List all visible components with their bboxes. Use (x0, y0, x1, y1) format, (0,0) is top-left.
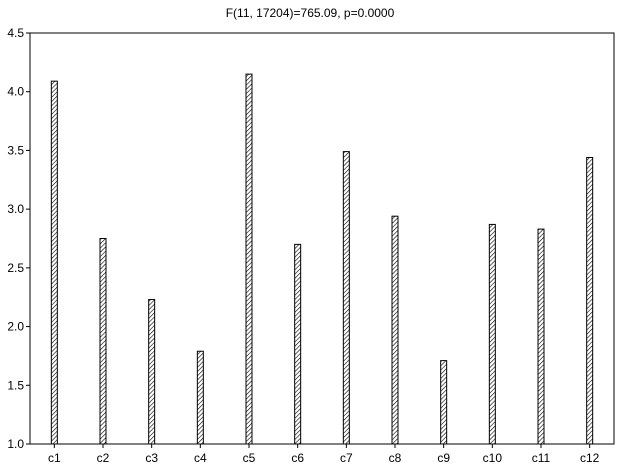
bar-c8 (391, 215, 399, 445)
y-tick-label: 1.0 (7, 437, 24, 451)
x-tick-label: c2 (97, 451, 110, 465)
x-tick-label: c8 (389, 451, 402, 465)
y-axis: 1.0 1.5 2.0 2.5 3.0 3.5 4.0 4.5 (7, 26, 30, 451)
x-tick-label: c5 (243, 451, 256, 465)
x-tick-label: c1 (48, 451, 61, 465)
bar-c2 (99, 238, 107, 445)
x-tick-label: c9 (437, 451, 450, 465)
y-tick-label: 3.5 (7, 143, 24, 157)
bar-c4 (196, 350, 204, 445)
bar-c1 (50, 80, 58, 445)
x-tick-label: c10 (483, 451, 503, 465)
y-tick-label: 3.0 (7, 202, 24, 216)
bar-c6 (294, 243, 302, 445)
bars (50, 73, 594, 445)
x-tick-label: c12 (580, 451, 600, 465)
x-tick-label: c3 (145, 451, 158, 465)
bar-c7 (342, 151, 350, 445)
y-tick-label: 4.0 (7, 85, 24, 99)
bar-c5 (245, 73, 253, 445)
x-tick-label: c11 (532, 451, 551, 465)
chart-title: F(11, 17204)=765.09, p=0.0000 (226, 6, 395, 20)
x-axis: c1 c2 c3 c4 c5 c6 c7 c8 c9 c10 c11 c12 (48, 444, 600, 465)
x-tick-label: c7 (340, 451, 353, 465)
bar-c11 (537, 228, 545, 445)
x-tick-label: c4 (194, 451, 207, 465)
bar-c9 (440, 360, 448, 445)
bar-c10 (488, 223, 496, 445)
y-tick-label: 4.5 (7, 26, 24, 40)
bar-c12 (586, 156, 594, 445)
plot-frame (29, 32, 615, 445)
y-tick-label: 2.0 (7, 320, 24, 334)
bar-c3 (148, 299, 156, 445)
y-tick-label: 1.5 (7, 378, 24, 392)
x-tick-label: c6 (291, 451, 304, 465)
y-tick-label: 2.5 (7, 261, 24, 275)
